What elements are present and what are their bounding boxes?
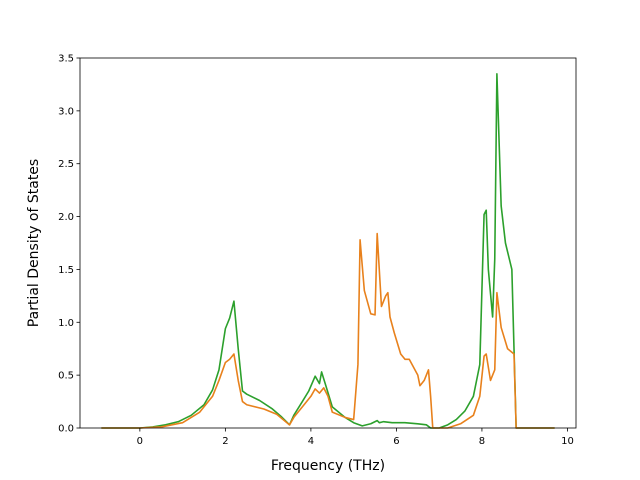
y-tick-label: 2.0 <box>58 212 74 223</box>
series-line-1 <box>101 73 555 429</box>
y-tick-label: 0.0 <box>58 424 74 435</box>
plot-frame <box>79 57 577 429</box>
x-axis-title: Frequency (THz) <box>271 458 385 474</box>
x-axis-ticks: 0 2 4 6 8 10 <box>137 428 574 447</box>
y-axis-title: Partial Density of States <box>26 159 42 327</box>
series-line-2 <box>101 232 555 429</box>
y-tick-label: 3.0 <box>58 106 74 117</box>
y-tick-label: 0.5 <box>58 371 74 382</box>
y-tick-label: 1.0 <box>58 318 74 329</box>
series-layer <box>101 73 555 429</box>
x-tick-label: 4 <box>308 436 314 447</box>
x-tick-label: 2 <box>222 436 228 447</box>
x-tick-label: 10 <box>561 436 574 447</box>
y-tick-label: 3.5 <box>58 54 74 65</box>
y-tick-label: 1.5 <box>58 265 74 276</box>
x-tick-label: 0 <box>137 436 143 447</box>
x-tick-label: 8 <box>479 436 485 447</box>
x-tick-label: 6 <box>393 436 399 447</box>
y-axis-ticks: 0.0 0.5 1.0 1.5 2.0 2.5 3.0 3.5 <box>58 54 80 435</box>
y-tick-label: 2.5 <box>58 159 74 170</box>
